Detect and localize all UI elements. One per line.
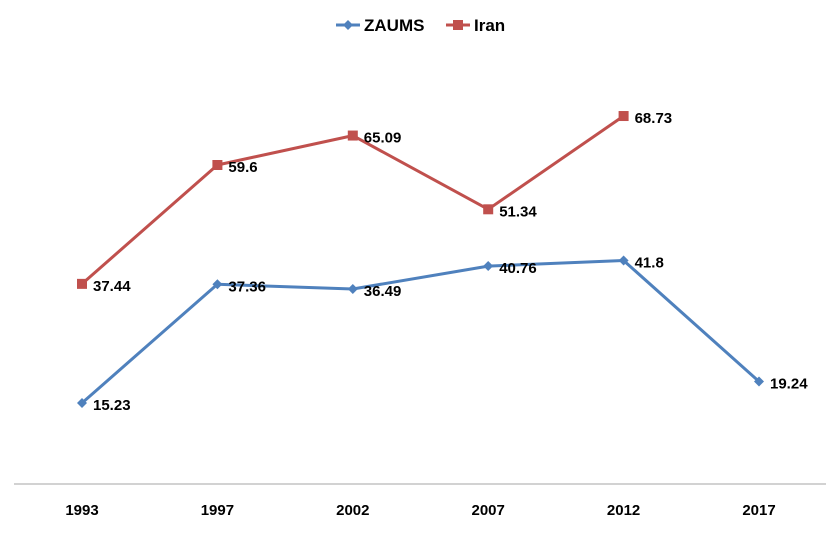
- x-tick-label: 2007: [472, 502, 505, 519]
- data-point-marker: [754, 376, 764, 387]
- legend-item-iran: Iran: [446, 16, 505, 35]
- data-point-marker: [77, 398, 87, 408]
- data-point-marker: [483, 261, 494, 272]
- data-label: 36.49: [364, 283, 402, 300]
- series-layer: [77, 111, 764, 408]
- legend: ZAUMS Iran: [336, 16, 505, 35]
- data-label: 37.44: [93, 278, 131, 295]
- data-label: 37.36: [228, 278, 266, 295]
- data-label: 65.09: [364, 130, 402, 147]
- data-label: 59.6: [228, 159, 257, 176]
- x-axis: 1993 1997 2002 2007 2012 2017: [14, 483, 826, 519]
- data-label: 19.24: [770, 375, 808, 392]
- series-line: [81, 259, 760, 405]
- legend-label: Iran: [474, 16, 505, 35]
- data-point-marker: [483, 204, 494, 215]
- legend-item-zaums: ZAUMS: [336, 16, 424, 35]
- series-zaums: [77, 255, 764, 408]
- data-point-marker: [347, 130, 358, 141]
- data-point-marker: [618, 255, 629, 266]
- data-labels: 15.23 37.36 36.49 40.76 41.8 19.24 37.44 59.6 65…: [93, 110, 808, 414]
- data-point-marker: [618, 111, 629, 122]
- x-tick-label: 2002: [336, 502, 369, 519]
- x-tick-label: 2012: [607, 502, 640, 519]
- x-tick-label: 2017: [742, 502, 775, 519]
- data-point-marker: [212, 159, 223, 170]
- data-point-marker: [343, 20, 353, 30]
- data-label: 68.73: [635, 110, 673, 127]
- data-point-marker: [77, 278, 87, 289]
- data-label: 41.8: [635, 254, 664, 271]
- x-tick-label: 1993: [65, 502, 98, 519]
- series-line: [81, 114, 625, 286]
- data-point-marker: [347, 283, 358, 294]
- series-iran: [77, 111, 629, 289]
- x-tick-label: 1997: [201, 502, 234, 519]
- data-point-marker: [453, 20, 463, 30]
- data-label: 40.76: [499, 260, 537, 277]
- legend-label: ZAUMS: [364, 16, 424, 35]
- data-label: 15.23: [93, 397, 131, 414]
- data-point-marker: [212, 279, 223, 290]
- data-label: 51.34: [499, 203, 537, 220]
